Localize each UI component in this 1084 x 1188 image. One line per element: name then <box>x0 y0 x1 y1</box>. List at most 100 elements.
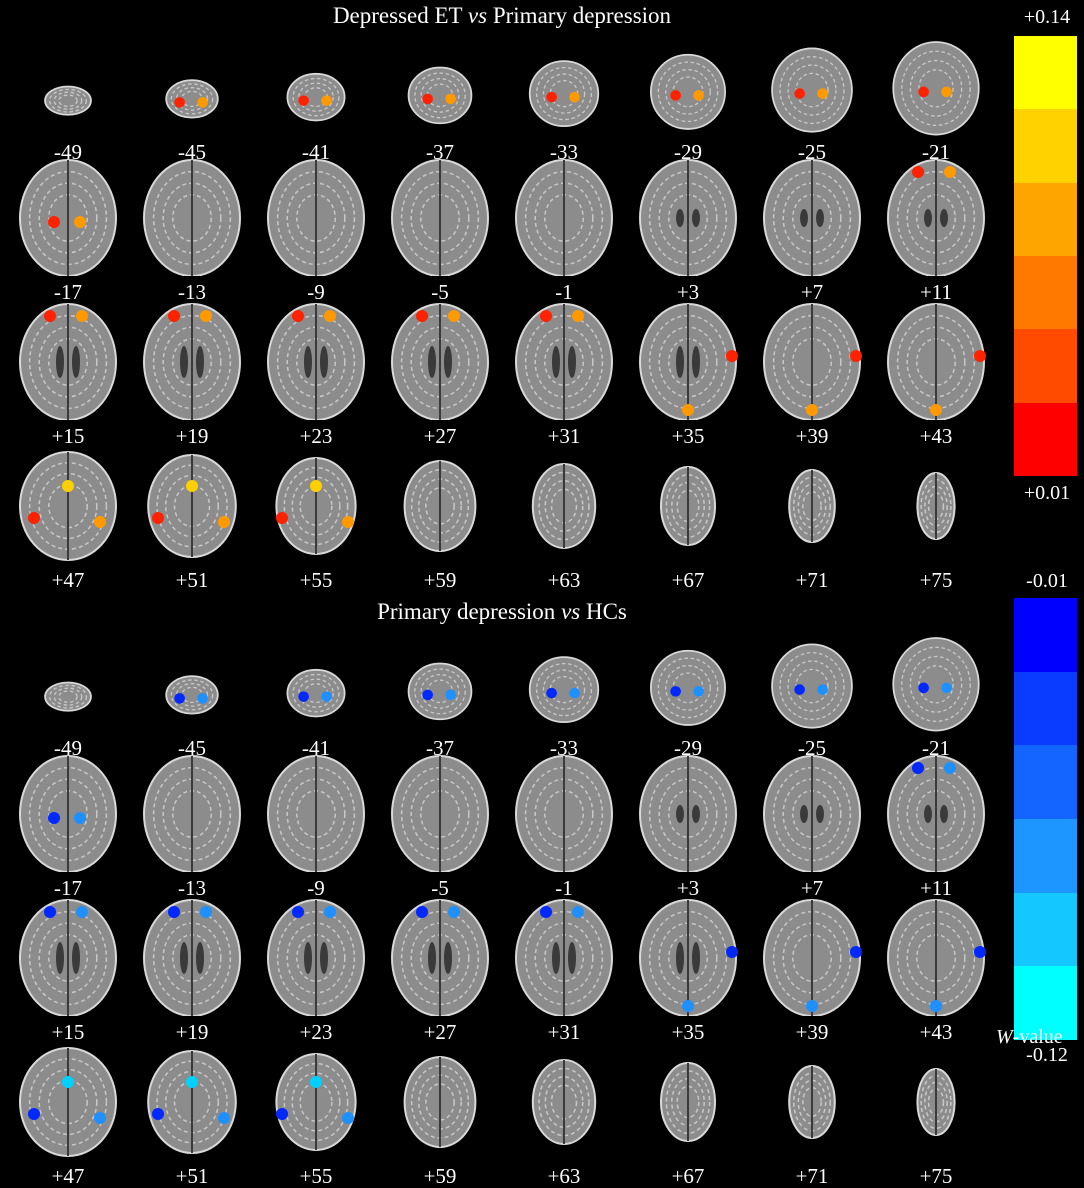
brain-slice: +55 <box>252 1040 380 1188</box>
gyral-texture <box>48 88 88 113</box>
activation-blob <box>546 687 557 699</box>
brain-slice: -49 <box>4 30 132 164</box>
brain-slice-image <box>19 159 117 276</box>
slice-z-label: -1 <box>555 280 573 304</box>
colorbar-step <box>1014 109 1077 183</box>
activation-blob <box>448 310 460 322</box>
slice-z-label: +75 <box>919 1164 953 1188</box>
brain-slice-image <box>143 899 241 1016</box>
brain-slice: +11 <box>872 156 1000 304</box>
gyral-texture <box>38 472 98 540</box>
ventricle <box>800 805 808 823</box>
brain-outline <box>771 643 853 729</box>
activation-blob <box>310 480 322 492</box>
slice-z-label: +59 <box>423 1164 457 1188</box>
activation-blob <box>918 682 929 694</box>
activation-blob <box>200 310 212 322</box>
slice-z-label: +71 <box>795 1164 829 1188</box>
brain-slice-image <box>528 656 600 723</box>
brain-outline <box>650 53 726 130</box>
brain-slice-image <box>391 159 489 276</box>
activation-blob <box>152 1108 164 1120</box>
ventricle <box>304 942 312 974</box>
brain-slice: +59 <box>376 444 504 592</box>
gyral-texture <box>38 1068 98 1136</box>
slice-z-label: +51 <box>175 568 209 592</box>
slice-z-label: +39 <box>795 424 829 448</box>
brain-slice: -29 <box>624 30 752 164</box>
brain-slice-image <box>763 899 862 1016</box>
ventricle <box>72 942 80 974</box>
colorbar-step <box>1014 598 1077 672</box>
ventricle <box>552 346 560 378</box>
cool-colorbar <box>1014 598 1077 1040</box>
brain-slice: +47 <box>4 1040 132 1188</box>
activation-blob <box>94 516 106 528</box>
brain-slice: +23 <box>252 896 380 1044</box>
brain-slice-image <box>660 466 716 546</box>
brain-slice-image <box>639 159 737 276</box>
gyral-texture <box>544 480 584 532</box>
ventricle <box>676 942 684 974</box>
activation-blob <box>726 946 738 958</box>
slice-z-label: +63 <box>547 1164 581 1188</box>
activation-blob <box>310 1076 322 1088</box>
slice-z-label: +47 <box>51 568 85 592</box>
ventricle <box>676 805 684 823</box>
activation-blob <box>168 310 180 322</box>
brain-slice: +31 <box>500 896 628 1044</box>
brain-slice: +43 <box>872 300 1000 448</box>
ventricle <box>692 346 700 378</box>
activation-blob <box>324 906 336 918</box>
activation-blob <box>912 166 924 178</box>
ventricle <box>180 942 188 974</box>
gyral-texture <box>299 486 333 526</box>
brain-slice-image <box>19 755 117 872</box>
activation-blob <box>726 350 738 362</box>
slice-z-label: +23 <box>299 1020 333 1044</box>
title-vs: vs <box>561 599 581 624</box>
slice-z-label: -13 <box>178 876 206 900</box>
ventricle <box>692 209 700 227</box>
ventricle <box>924 209 932 227</box>
brain-slice: +51 <box>128 444 256 592</box>
colorbar-step <box>1014 892 1077 967</box>
activation-blob <box>794 88 805 99</box>
brain-slice: -29 <box>624 626 752 760</box>
gyral-texture <box>53 687 83 706</box>
gyral-texture <box>538 1067 590 1137</box>
slice-z-label: +19 <box>175 424 209 448</box>
colorbar-step <box>1014 182 1077 256</box>
brain-slice: +7 <box>748 752 876 900</box>
gyral-texture <box>909 59 963 117</box>
activation-blob <box>693 686 704 697</box>
slice-z-label: -5 <box>431 280 449 304</box>
activation-blob <box>670 686 681 697</box>
activation-blob <box>197 97 208 108</box>
brain-slice-image <box>515 303 613 420</box>
brain-slice-image <box>391 899 489 1016</box>
unit-italic: W <box>996 1026 1013 1048</box>
slice-z-label: +11 <box>919 280 953 304</box>
ventricle <box>940 209 948 227</box>
brain-slice: +3 <box>624 752 752 900</box>
slice-z-label: +39 <box>795 1020 829 1044</box>
ventricle <box>320 942 328 974</box>
activation-blob <box>974 946 986 958</box>
brain-slice: +59 <box>376 1040 504 1188</box>
brain-slice: -1 <box>500 156 628 304</box>
brain-slice-image <box>771 643 853 729</box>
brain-slice-image <box>391 755 489 872</box>
activation-blob <box>693 90 704 101</box>
gyral-texture <box>797 483 827 529</box>
brain-slice-image <box>650 649 726 726</box>
ventricle <box>196 346 204 378</box>
gyral-texture <box>657 61 719 123</box>
activation-blob <box>445 93 456 105</box>
brain-outline <box>771 47 853 133</box>
gyral-texture <box>170 83 214 115</box>
brain-slice-image <box>528 60 600 127</box>
gyral-texture <box>283 1062 349 1142</box>
slice-z-label: +55 <box>299 568 333 592</box>
activation-blob <box>74 216 86 228</box>
